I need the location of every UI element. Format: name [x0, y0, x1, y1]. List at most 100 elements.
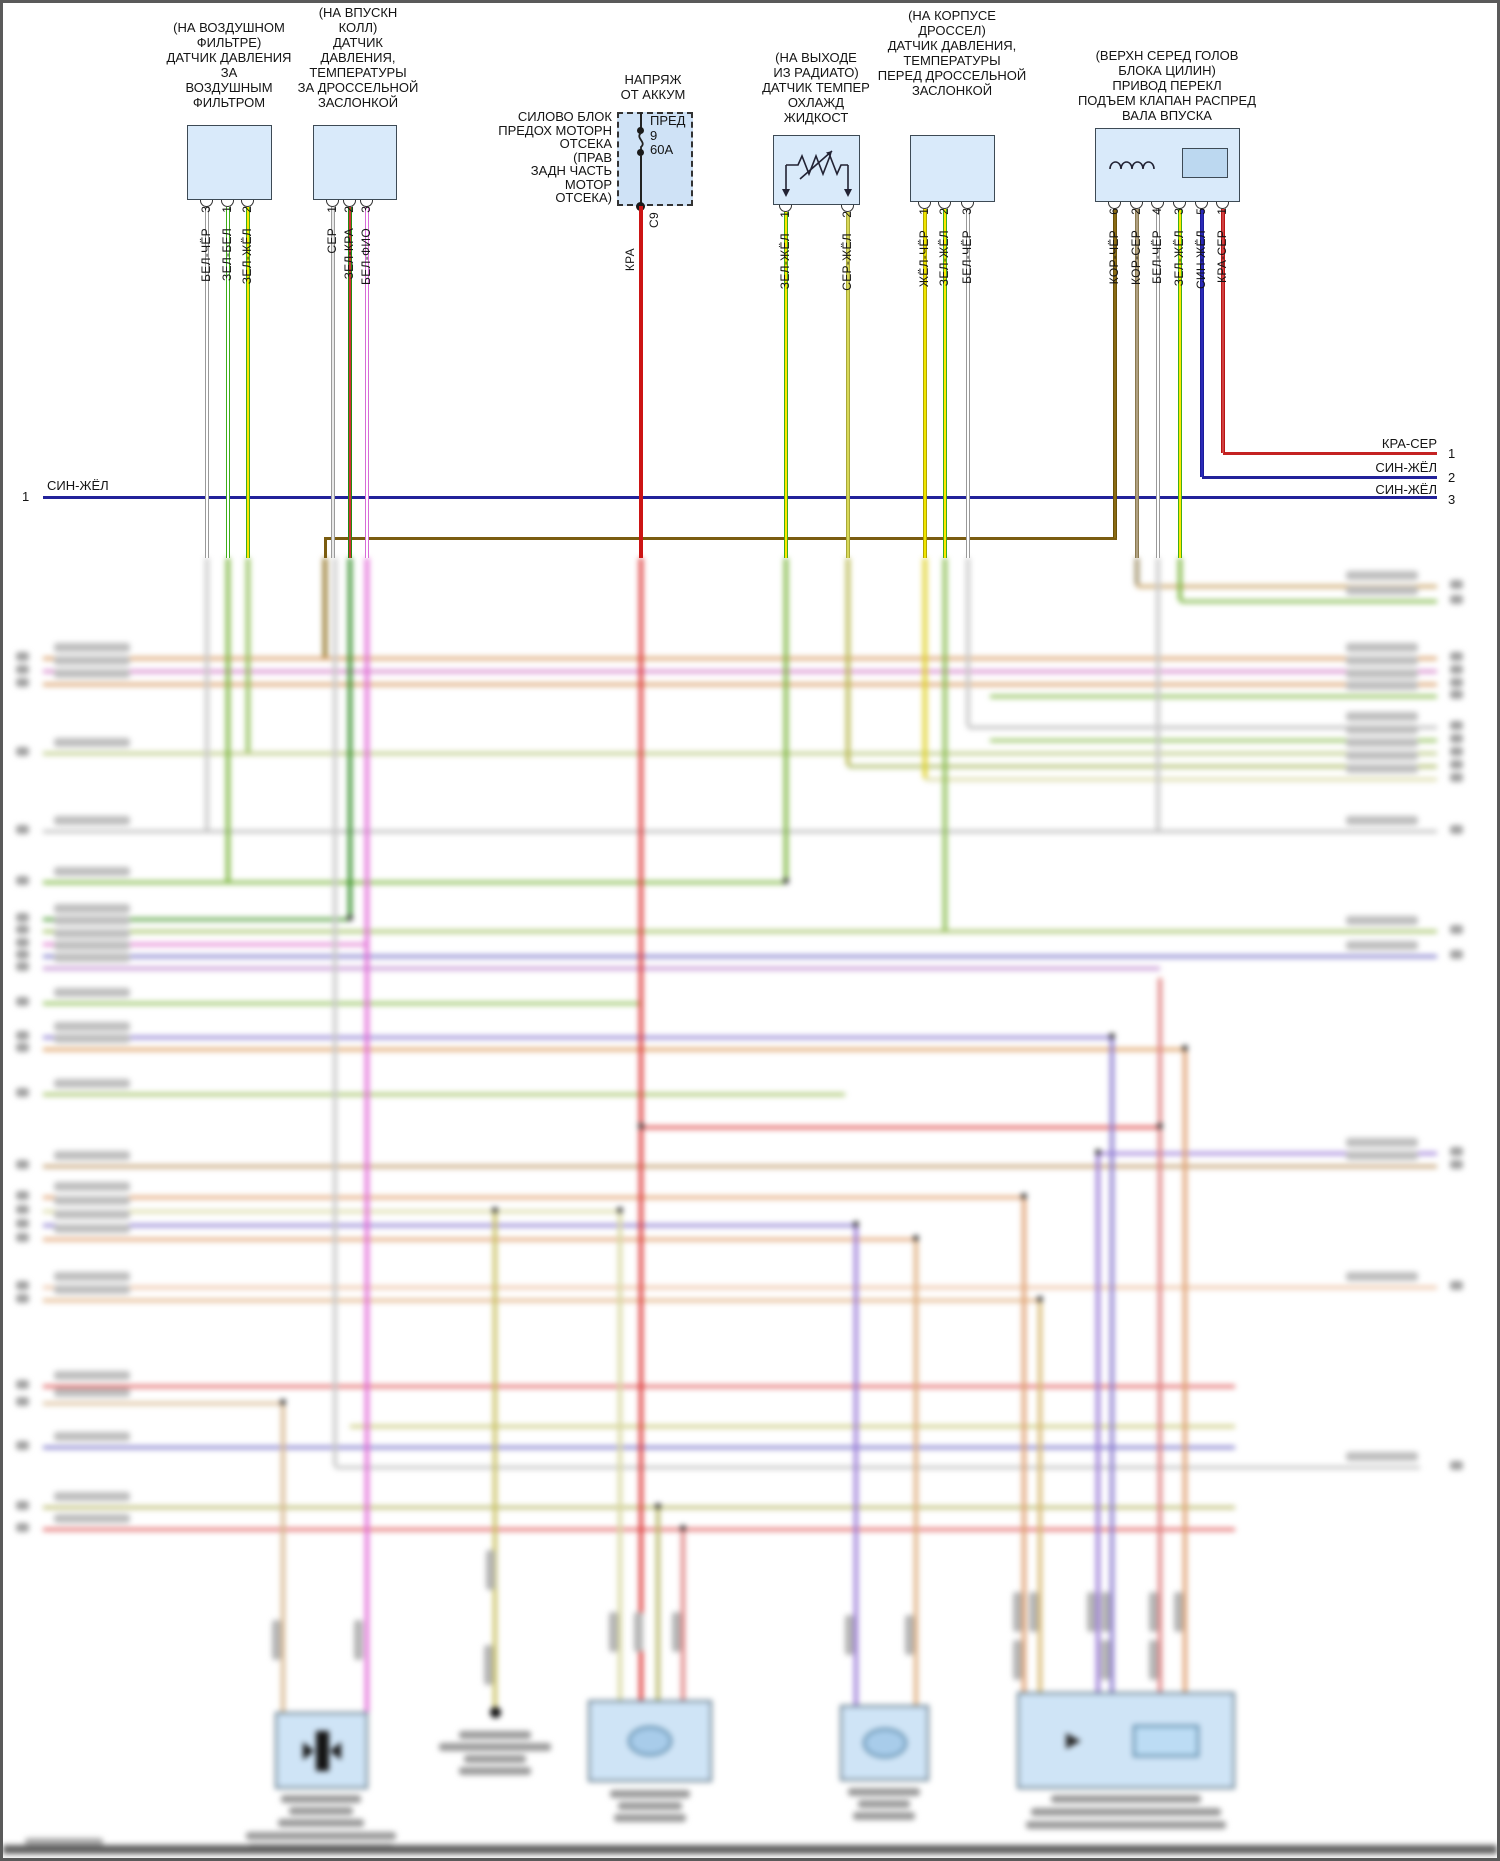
blurred-left-wire-label — [54, 929, 130, 938]
pin-wire-label: БЕЛ-ЧЁР — [199, 228, 213, 282]
wire-kor-cher-route — [325, 537, 1117, 540]
pin-wire-label: ЗЕЛ-ЖЁЛ — [937, 230, 951, 287]
pin-wire-БЕЛ-ФИО — [365, 207, 369, 558]
blurred-caption-row — [439, 1743, 551, 1751]
blurred-left-pin-number — [16, 1380, 29, 1389]
blurred-left-pin-number — [16, 1219, 29, 1228]
pin-wire-label: БЕЛ-ФИО — [359, 228, 373, 285]
pin-number: 1 — [325, 206, 339, 213]
blurred-h-wire — [350, 1425, 1235, 1429]
blurred-right-pin-number — [1450, 665, 1463, 674]
pin-wire-label: БЕЛ-ЧЁР — [1150, 230, 1164, 284]
blurred-vertical-wire-label — [634, 1612, 643, 1652]
blurred-v-wire — [281, 1402, 285, 1712]
blurred-h-wire — [43, 1002, 640, 1006]
blurred-h-wire — [43, 955, 1437, 959]
blurred-left-wire-label — [54, 816, 130, 825]
blurred-junction-dot — [347, 915, 353, 921]
blurred-right-pin-number — [1450, 760, 1463, 769]
blurred-right-pin-number — [1450, 825, 1463, 834]
blurred-h-wire — [43, 1093, 845, 1097]
blurred-v-wire — [1096, 1152, 1100, 1692]
pin-wire-label: КРА-СЕР — [1215, 230, 1229, 283]
blurred-caption-row — [1026, 1821, 1226, 1829]
blurred-vertical-wire-label — [1087, 1592, 1096, 1632]
blurred-vertical-wire-label — [1101, 1592, 1110, 1632]
blurred-left-pin-number — [16, 1281, 29, 1290]
rail-label-sin-zhel3: СИН-ЖЁЛ — [1375, 482, 1437, 497]
blurred-vertical-wire-label — [354, 1620, 363, 1660]
blurred-right-wire-label — [1346, 571, 1418, 580]
pin-number: 2 — [240, 206, 254, 213]
blurred-left-pin-number — [16, 1088, 29, 1097]
rail-sin-zhel3-line — [43, 496, 1437, 499]
blurred-h-wire — [43, 918, 350, 922]
pin-wire-ЗЕЛ-КРА — [348, 207, 352, 558]
blurred-left-pin-number — [16, 962, 29, 971]
pin-wire-КОР-СЕР — [1135, 209, 1139, 558]
blurred-h-wire — [1137, 585, 1437, 589]
blurred-right-pin-number — [1450, 652, 1463, 661]
blurred-right-wire-label — [1346, 586, 1418, 595]
pin-wire-label: ЗЕЛ-КРА — [342, 228, 356, 280]
pin-number: 3 — [960, 208, 974, 215]
blurred-caption-row — [848, 1788, 920, 1796]
pin-number: 4 — [1150, 208, 1164, 215]
blurred-left-pin-number — [16, 913, 29, 922]
pin-wire-label: СИН-ЖЁЛ — [1194, 230, 1208, 290]
rail-label-sin-zhel2: СИН-ЖЁЛ — [1375, 460, 1437, 475]
injector-symbol-icon — [329, 1741, 341, 1760]
blurred-right-wire-label — [1346, 1151, 1418, 1160]
blurred-h-wire — [990, 695, 1437, 699]
pin-number: 1 — [1215, 208, 1229, 215]
blurred-caption-row — [853, 1812, 915, 1820]
blurred-right-pin-number — [1450, 595, 1463, 604]
blurred-left-pin-number — [16, 825, 29, 834]
blurred-left-wire-label — [54, 669, 130, 678]
blurred-h-wire — [43, 830, 1437, 834]
blurred-left-wire-label — [54, 953, 130, 962]
fuse-terminal-top — [637, 127, 644, 134]
blurred-h-wire — [43, 1238, 916, 1242]
blurred-h-wire — [43, 670, 1437, 674]
blurred-right-pin-number — [1450, 773, 1463, 782]
blurred-caption-row — [246, 1832, 396, 1840]
blurred-v-wire — [1038, 1299, 1042, 1692]
blurred-component-box — [1017, 1692, 1235, 1789]
pin-number: 3 — [1172, 208, 1186, 215]
blurred-left-pin-number — [16, 1294, 29, 1303]
blurred-v-wire — [365, 558, 369, 1712]
blurred-left-wire-label — [54, 1022, 130, 1031]
blurred-v-wire — [323, 558, 327, 657]
blurred-caption-row — [278, 1819, 364, 1827]
left-rail-num: 1 — [22, 489, 30, 504]
battery-wire-label: КРА — [623, 248, 637, 272]
blurred-h-wire — [43, 943, 367, 947]
blurred-right-wire-label — [1346, 816, 1418, 825]
blurred-caption-row — [1031, 1808, 1221, 1816]
blurred-right-pin-number — [1450, 1281, 1463, 1290]
actuator-connector-icon — [1182, 148, 1228, 178]
blurred-junction-dot — [617, 1207, 623, 1213]
blurred-h-wire — [43, 1165, 1437, 1169]
fuse-block-box — [617, 112, 693, 206]
intake-manifold-sensor-title: (НА ВПУСКН КОЛЛ) ДАТЧИК ДАВЛЕНИЯ, ТЕМПЕР… — [297, 5, 419, 110]
blurred-right-pin-number — [1450, 1461, 1463, 1470]
blurred-vertical-wire-label — [1013, 1592, 1022, 1632]
pin-number: 2 — [937, 208, 951, 215]
blurred-junction-dot — [1182, 1045, 1188, 1051]
fuse-terminal-bottom — [637, 149, 644, 156]
blurred-v-wire — [784, 558, 788, 881]
pin-wire-КОР-ЧЁР — [1113, 209, 1117, 538]
blurred-vertical-wire-label — [272, 1620, 281, 1660]
blurred-right-pin-number — [1450, 925, 1463, 934]
blurred-left-wire-label — [54, 1196, 130, 1205]
blurred-vertical-wire-label — [1029, 1592, 1038, 1632]
component-symbol-icon — [628, 1726, 672, 1756]
blurred-left-pin-number — [16, 938, 29, 947]
blurred-v-wire — [1022, 1196, 1026, 1692]
blurred-left-wire-label — [54, 1492, 130, 1501]
blurred-left-wire-label — [54, 904, 130, 913]
ground-splice-dot — [489, 1706, 501, 1718]
blurred-right-pin-number — [1450, 1147, 1463, 1156]
